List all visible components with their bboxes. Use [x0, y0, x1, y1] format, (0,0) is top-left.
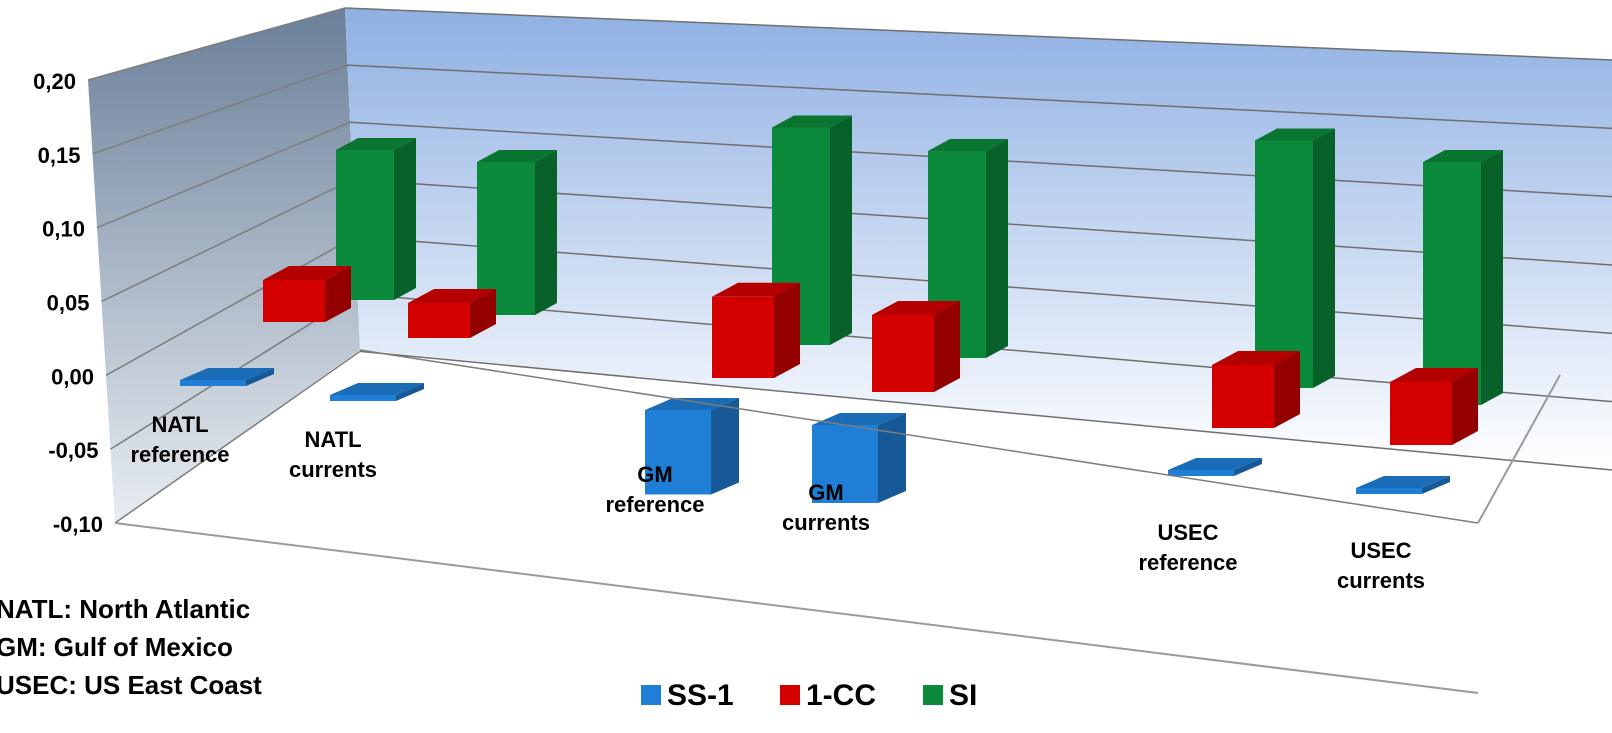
legend-label-ss1: SS-1 [667, 679, 734, 712]
category-label-line2: currents [1337, 568, 1425, 593]
legend-swatch-ss1 [641, 685, 661, 705]
legend-label-1cc: 1-CC [806, 679, 876, 712]
bar-1-cc-2 [712, 283, 800, 378]
bar-side-face [878, 413, 906, 503]
category-label-line1: USEC [1157, 520, 1218, 545]
bar-front-face [872, 315, 934, 392]
y-tick-label: 0,15 [38, 143, 81, 168]
bar-side-face [1313, 129, 1335, 389]
category-label-line1: USEC [1350, 538, 1411, 563]
abbreviation-notes: NATL: North Atlantic GM: Gulf of Mexico … [0, 594, 262, 700]
bar-side-face [535, 150, 557, 315]
bar-front-face [1212, 365, 1274, 428]
note-usec: USEC: US East Coast [0, 670, 262, 700]
bar-front-face [1390, 382, 1452, 445]
bar-side-face [934, 301, 960, 392]
category-label-line1: NATL [151, 412, 208, 437]
floor-front-edge [115, 523, 1478, 693]
y-tick-label: -0,05 [48, 438, 98, 463]
bar-ss-1-5 [1356, 476, 1450, 494]
category-labels: NATL reference NATL currents GM reference GM cu… [130, 412, 1425, 593]
bar-1-cc-0 [263, 266, 351, 322]
legend-swatch-1cc [780, 685, 800, 705]
legend-label-si: SI [949, 679, 977, 712]
bar-1-cc-1 [408, 289, 496, 338]
bar-side-face [986, 139, 1008, 358]
category-label-line2: currents [782, 510, 870, 535]
category-label-line1: GM [808, 480, 843, 505]
bar-front-face [1255, 141, 1313, 389]
bar-front-face [712, 297, 774, 378]
bar-1-cc-4 [1212, 351, 1300, 428]
bar-side-face [1481, 150, 1503, 405]
bar-side-face [394, 138, 416, 300]
bar-si-5 [1423, 150, 1503, 405]
category-label-line2: reference [605, 492, 704, 517]
bar-side-face [830, 116, 852, 346]
note-gm: GM: Gulf of Mexico [0, 632, 233, 662]
y-tick-label: -0,10 [53, 512, 103, 537]
bar-front-face [330, 395, 396, 401]
category-label-line1: GM [637, 462, 672, 487]
bar-front-face [263, 280, 325, 322]
category-label-line2: reference [1138, 550, 1237, 575]
bar-front-face [180, 380, 246, 386]
bar-1-cc-5 [1390, 368, 1478, 445]
category-label-line1: NATL [304, 427, 361, 452]
bar-si-4 [1255, 129, 1335, 389]
bar-front-face [1356, 488, 1422, 494]
bar-ss-1-1 [330, 383, 424, 401]
note-natl: NATL: North Atlantic [0, 594, 250, 624]
bar-ss-1-4 [1168, 458, 1262, 476]
bar-side-face [711, 398, 739, 495]
bar-side-face [774, 283, 800, 378]
bar-front-face [408, 303, 470, 338]
category-label-line2: currents [289, 457, 377, 482]
legend: SS-1 1-CC SI [641, 679, 977, 712]
y-tick-label: 0,05 [47, 291, 90, 316]
category-label-line2: reference [130, 442, 229, 467]
y-tick-label: 0,00 [51, 364, 94, 389]
y-tick-label: 0,20 [33, 69, 76, 94]
legend-swatch-si [923, 685, 943, 705]
bar-1-cc-3 [872, 301, 960, 392]
bar-front-face [1168, 470, 1234, 476]
y-tick-label: 0,10 [42, 217, 85, 242]
